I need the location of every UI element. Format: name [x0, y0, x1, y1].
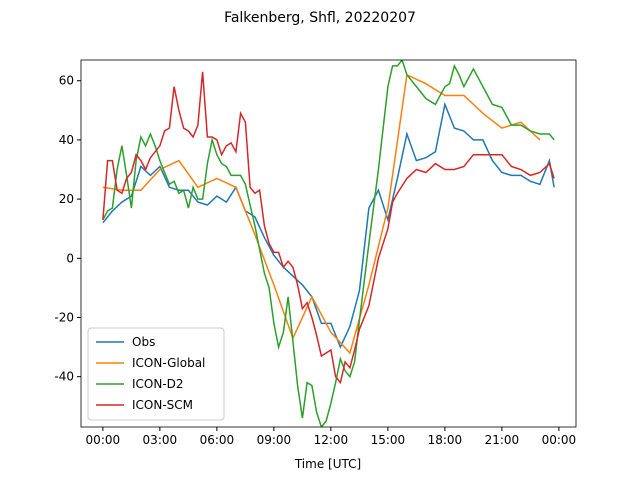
- series-line: [102, 60, 555, 427]
- legend-label: Obs: [132, 335, 155, 349]
- y-tick-label: -40: [54, 370, 74, 384]
- plot-frame: [80, 59, 577, 428]
- chart-title: Falkenberg, Shfl, 20220207: [224, 10, 416, 26]
- x-tick-label: 18:00: [428, 433, 463, 447]
- series-line: [102, 101, 555, 349]
- legend-label: ICON-SCM: [132, 398, 193, 412]
- y-tick-label: 40: [59, 133, 74, 147]
- y-tick-label: 20: [59, 192, 74, 206]
- x-tick-label: 06:00: [200, 433, 235, 447]
- y-tick-label: 60: [59, 74, 74, 88]
- series-line: [102, 71, 555, 385]
- y-tick-label: -20: [54, 310, 74, 324]
- x-tick-label: 09:00: [257, 433, 292, 447]
- legend-box: [87, 327, 225, 421]
- x-tick-label: 15:00: [371, 433, 406, 447]
- y-tick-label: 0: [66, 251, 74, 265]
- x-tick-label: 03:00: [143, 433, 178, 447]
- x-tick-label: 21:00: [485, 433, 520, 447]
- x-tick-label: 00:00: [86, 433, 121, 447]
- x-tick-label: 00:00: [542, 433, 577, 447]
- legend-label: ICON-Global: [132, 356, 205, 370]
- x-axis-label: Time [UTC]: [294, 457, 361, 471]
- legend-label: ICON-D2: [132, 377, 184, 391]
- series-line: [102, 73, 541, 355]
- x-tick-label: 12:00: [314, 433, 349, 447]
